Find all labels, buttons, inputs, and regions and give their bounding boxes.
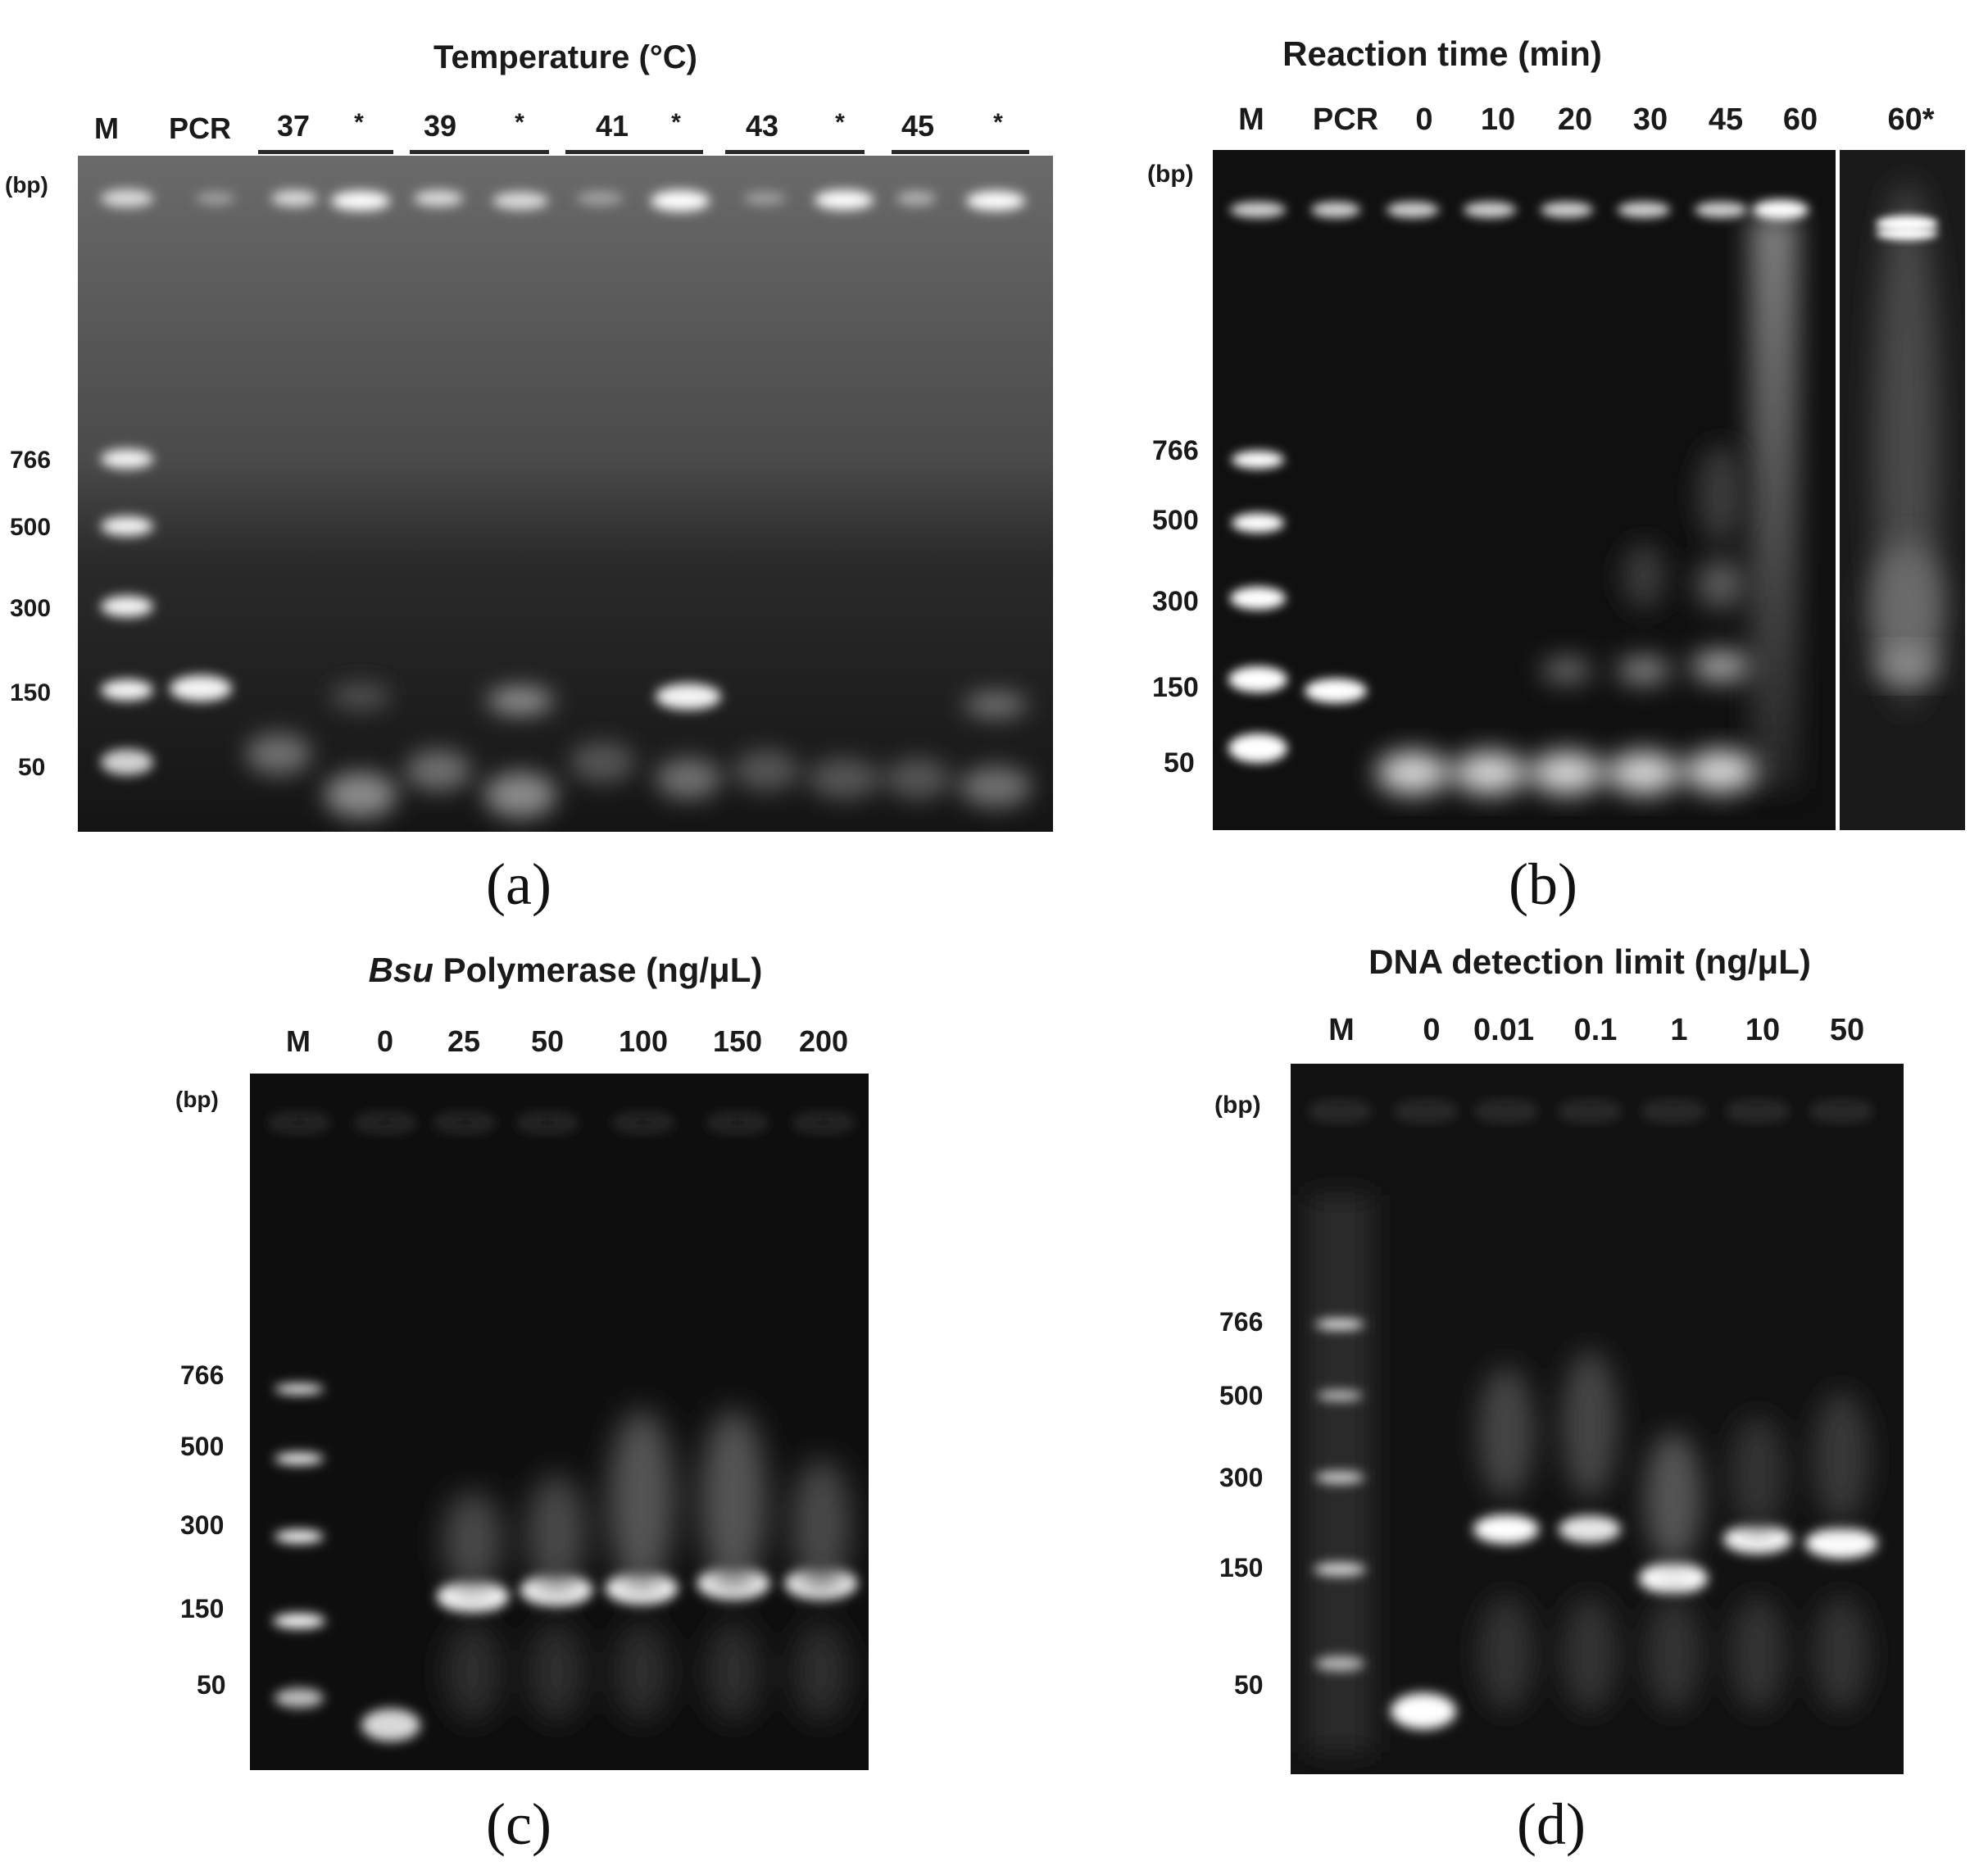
panel-b-title: Reaction time (min) — [1282, 34, 1602, 73]
marker-766: 766 — [1219, 1307, 1264, 1337]
marker-766: 766 — [10, 447, 52, 474]
marker-300: 300 — [10, 595, 52, 622]
marker-500: 500 — [180, 1432, 225, 1461]
underline-39 — [410, 150, 549, 154]
marker-500: 500 — [1152, 505, 1199, 536]
bp-unit-label: (bp) — [5, 172, 48, 197]
marker-150: 150 — [180, 1594, 225, 1623]
lane-label-25: 25 — [447, 1024, 481, 1058]
gel-image-b-main — [1213, 150, 1836, 830]
lane-label-10: 10 — [1745, 1013, 1781, 1047]
underline-41 — [565, 150, 703, 154]
lane-label-150: 150 — [712, 1024, 763, 1058]
gel-image-c — [250, 1074, 869, 1770]
underline-37 — [258, 150, 393, 154]
lane-label-0-1: 0.1 — [1573, 1013, 1618, 1047]
bp-unit-label: (bp) — [1147, 161, 1194, 188]
caption-d: (d) — [1517, 1791, 1586, 1857]
lane-label-45: 45 — [901, 109, 935, 143]
panel-c-title-rest: Polymerase (ng/μL) — [433, 951, 763, 989]
lane-label-41-star: * — [671, 109, 681, 136]
lane-label-43-star: * — [835, 109, 845, 136]
underline-45 — [892, 150, 1029, 154]
panel-c: Bsu Polymerase (ng/μL) M 0 25 50 100 150… — [0, 910, 1008, 1866]
lane-label-1: 1 — [1670, 1013, 1688, 1047]
marker-766: 766 — [180, 1360, 225, 1390]
lane-label-60-star: 60* — [1887, 102, 1935, 137]
marker-500: 500 — [10, 514, 52, 541]
lane-label-pcr: PCR — [168, 111, 232, 145]
lane-label-0: 0 — [376, 1024, 394, 1058]
lane-label-m: M — [1238, 102, 1264, 137]
lane-label-0: 0 — [1415, 102, 1433, 137]
panel-b: Reaction time (min) M PCR 0 10 20 30 45 … — [1057, 0, 1988, 917]
marker-50: 50 — [197, 1670, 226, 1700]
lane-label-m: M — [1328, 1013, 1355, 1047]
gel-image-b-inset — [1840, 150, 1965, 830]
marker-150: 150 — [1219, 1553, 1264, 1582]
lane-label-45: 45 — [1708, 102, 1744, 137]
gel-image-a — [78, 156, 1053, 832]
bp-unit-label: (bp) — [175, 1087, 219, 1112]
panel-d-title: DNA detection limit (ng/μL) — [1368, 942, 1811, 981]
lane-label-39-star: * — [515, 109, 524, 136]
marker-500: 500 — [1219, 1381, 1264, 1410]
panel-a-title: Temperature (°C) — [433, 39, 697, 75]
marker-150: 150 — [1152, 672, 1199, 703]
bp-unit-label: (bp) — [1214, 1092, 1261, 1119]
lane-label-m: M — [94, 111, 119, 145]
lane-label-0-01: 0.01 — [1473, 1013, 1534, 1047]
marker-300: 300 — [1152, 586, 1199, 617]
lane-label-10: 10 — [1480, 102, 1516, 137]
lane-label-200: 200 — [798, 1024, 849, 1058]
lane-label-41: 41 — [595, 109, 629, 143]
panel-a: Temperature (°C) M PCR 37 * 39 * 41 * 43… — [0, 0, 1057, 917]
marker-150: 150 — [10, 679, 52, 706]
lane-label-39: 39 — [423, 109, 457, 143]
marker-50: 50 — [1234, 1670, 1264, 1700]
underline-43 — [725, 150, 865, 154]
lane-label-37-star: * — [354, 109, 364, 136]
lane-label-50: 50 — [1829, 1013, 1865, 1047]
marker-766: 766 — [1152, 435, 1199, 466]
lane-label-0: 0 — [1423, 1013, 1441, 1047]
panel-c-title: Bsu Polymerase (ng/μL) — [320, 951, 811, 990]
lane-label-m: M — [286, 1024, 311, 1058]
lane-label-50: 50 — [530, 1024, 565, 1058]
marker-50: 50 — [18, 754, 46, 781]
caption-c: (c) — [486, 1791, 551, 1857]
caption-b: (b) — [1509, 851, 1577, 917]
lane-label-pcr: PCR — [1312, 102, 1379, 137]
lane-label-45-star: * — [993, 109, 1003, 136]
marker-300: 300 — [180, 1510, 225, 1540]
lane-label-100: 100 — [618, 1024, 669, 1058]
gel-image-d — [1291, 1064, 1904, 1774]
panel-c-title-italic: Bsu — [368, 951, 433, 989]
lane-label-20: 20 — [1557, 102, 1593, 137]
lane-label-37: 37 — [276, 109, 311, 143]
caption-a: (a) — [486, 851, 551, 917]
marker-50: 50 — [1164, 747, 1195, 779]
panel-d: DNA detection limit (ng/μL) M 0 0.01 0.1… — [1008, 910, 1988, 1866]
lane-label-30: 30 — [1632, 102, 1668, 137]
lane-label-43: 43 — [745, 109, 779, 143]
marker-300: 300 — [1219, 1463, 1264, 1492]
lane-label-60: 60 — [1782, 102, 1818, 137]
